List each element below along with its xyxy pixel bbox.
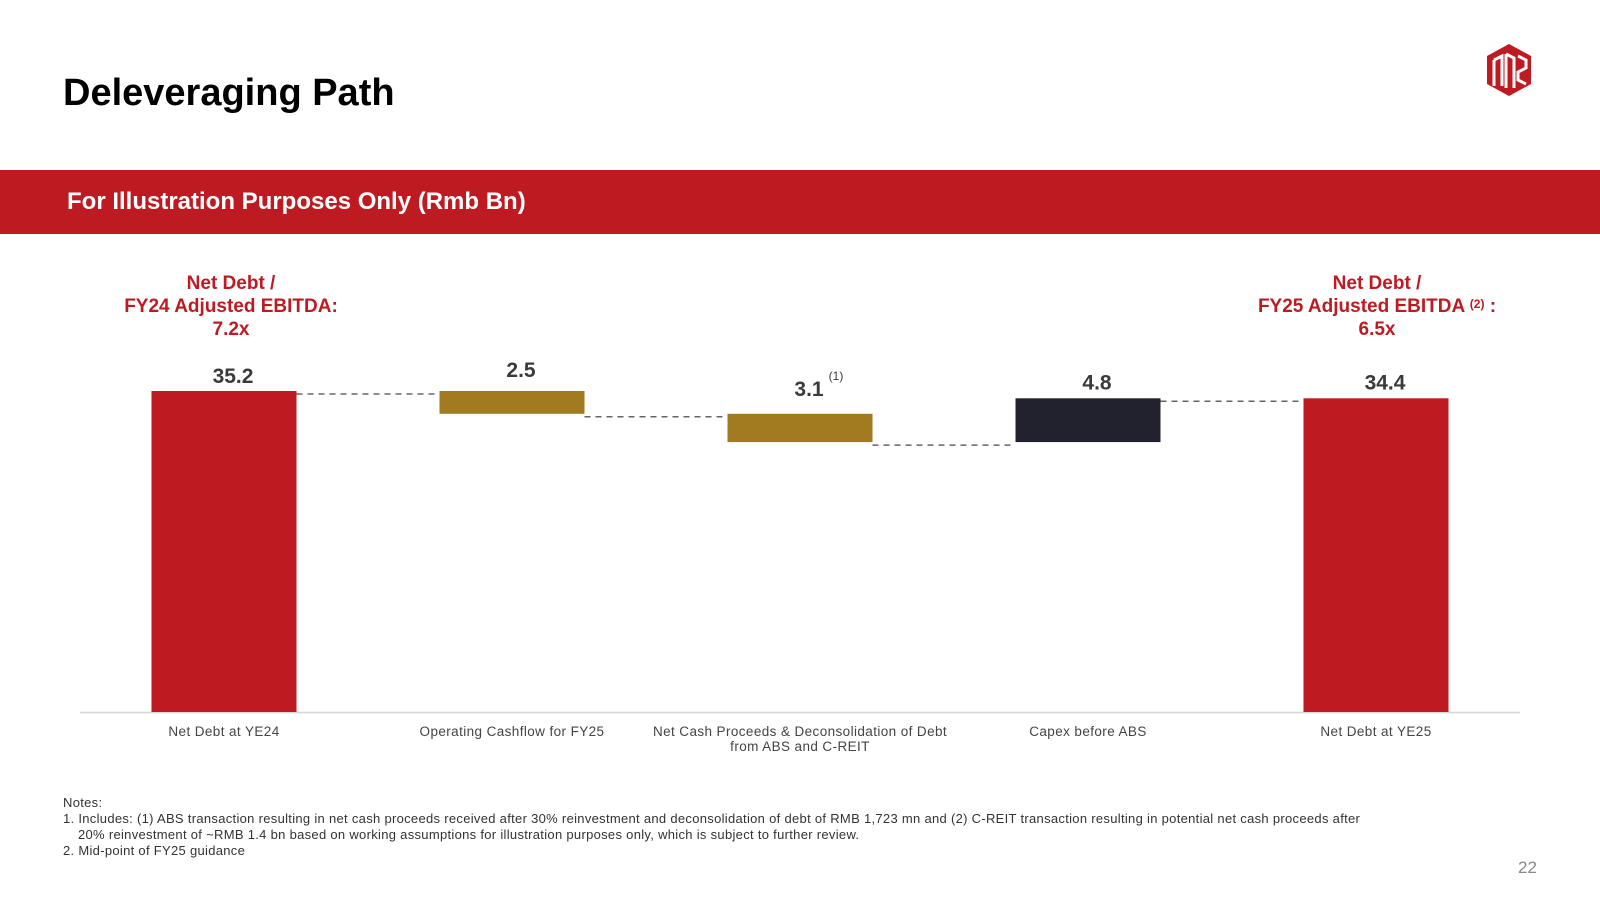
category-label-3: Net Cash Proceeds & Deconsolidation of D… xyxy=(653,724,947,739)
category-label-4: Capex before ABS xyxy=(1029,724,1146,739)
banner-title: For Illustration Purposes Only (Rmb Bn) xyxy=(67,188,526,215)
ratio-left: Net Debt / FY24 Adjusted EBITDA: 7.2x xyxy=(81,272,381,341)
notes-heading: Notes: xyxy=(63,795,103,810)
bar-4 xyxy=(1015,398,1161,443)
ratio-right-line1: Net Debt / xyxy=(1332,273,1422,294)
ratio-left-line2: FY24 Adjusted EBITDA: xyxy=(124,296,338,317)
ratio-left-line3: 7.2x xyxy=(212,319,250,340)
ratio-right-footnote: (2) xyxy=(1469,297,1485,311)
notes: Notes: 1. Includes: (1) ABS transaction … xyxy=(63,795,1533,859)
waterfall-chart: 35.2 Net Debt at YE24 2.5 Operating Cashflo… xyxy=(80,359,1520,754)
note-1-cont: 20% reinvestment of ~RMB 1.4 bn based on… xyxy=(78,827,860,842)
note-1: 1. Includes: (1) ABS transaction resulti… xyxy=(63,811,1361,826)
ratio-right-line2: FY25 Adjusted EBITDA (2) : xyxy=(1217,295,1537,318)
data-label-2: 2.5 xyxy=(506,359,536,382)
note-2: 2. Mid-point of FY25 guidance xyxy=(63,843,246,858)
company-logo xyxy=(1487,44,1531,96)
bar-3 xyxy=(727,413,873,443)
category-label-2: Operating Cashflow for FY25 xyxy=(420,724,605,739)
ratio-right: Net Debt / FY25 Adjusted EBITDA (2) : 6.… xyxy=(1217,272,1537,341)
page-title: Deleveraging Path xyxy=(63,72,395,114)
bar-2 xyxy=(439,391,585,414)
category-label-5: Net Debt at YE25 xyxy=(1320,724,1431,739)
banner: For Illustration Purposes Only (Rmb Bn) xyxy=(0,170,1600,234)
ratio-left-line1: Net Debt / xyxy=(186,273,276,294)
ratio-right-line2-text: FY25 Adjusted EBITDA xyxy=(1257,296,1465,317)
ratio-right-suffix: : xyxy=(1484,296,1497,317)
data-label-5: 34.4 xyxy=(1365,371,1406,394)
category-label-3: from ABS and C-REIT xyxy=(730,739,870,754)
bar-5 xyxy=(1303,398,1449,712)
data-label-4: 4.8 xyxy=(1082,371,1112,394)
footnote-mark: (1) xyxy=(829,369,844,383)
ratio-right-line3: 6.5x xyxy=(1358,319,1396,340)
bar-1 xyxy=(151,391,297,712)
category-label-1: Net Debt at YE24 xyxy=(168,724,279,739)
page-number: 22 xyxy=(1518,858,1537,877)
data-label-3: 3.1 xyxy=(794,378,824,401)
data-label-1: 35.2 xyxy=(213,365,254,388)
